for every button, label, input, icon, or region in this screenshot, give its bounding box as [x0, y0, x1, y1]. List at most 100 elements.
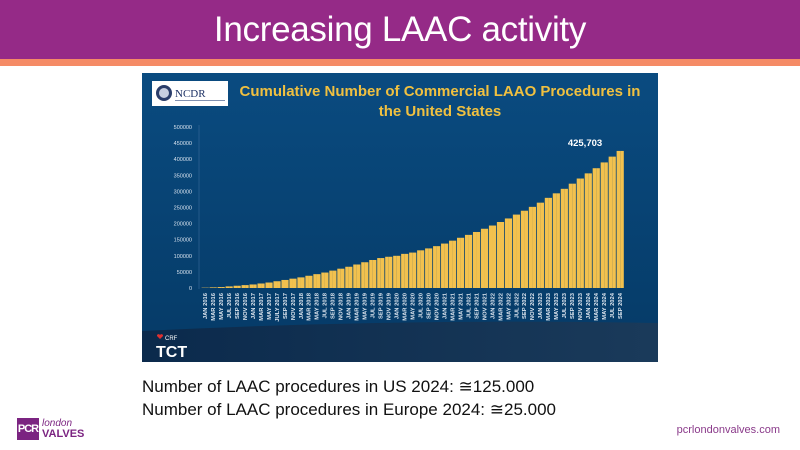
x-tick-label: NOV 2021: [482, 292, 488, 320]
heart-icon: [156, 334, 164, 339]
bar: [245, 285, 249, 288]
final-value-label: 425,703: [568, 138, 602, 149]
bar: [616, 150, 621, 288]
x-tick-label: NOV 2023: [578, 292, 584, 320]
bar: [269, 282, 273, 288]
bar: [568, 183, 573, 288]
slide-title: Increasing LAAC activity: [213, 9, 587, 49]
x-tick-label: MAY 2022: [506, 293, 512, 320]
bar: [488, 225, 493, 288]
x-tick-label: MAY 2016: [219, 292, 225, 320]
bar: [476, 231, 481, 288]
x-tick-label: JUL 2022: [514, 293, 520, 318]
x-tick-label: SEP 2019: [379, 292, 385, 319]
bar: [404, 253, 409, 288]
laao-chart: NCDR Cumulative Number of Commercial LAA…: [142, 73, 658, 362]
bar: [297, 277, 301, 288]
bar: [380, 258, 385, 288]
y-tick-label: 100000: [174, 254, 192, 260]
x-tick-label: NOV 2016: [243, 292, 249, 320]
bar: [324, 272, 329, 288]
pcr-london-valves-logo: PCR london VALVES: [17, 418, 85, 440]
x-tick-label: NOV 2017: [291, 293, 297, 320]
x-tick-label: MAY 2020: [411, 293, 417, 320]
bar: [528, 206, 533, 288]
bar: [588, 173, 592, 288]
x-tick-label: SEP 2022: [522, 293, 528, 319]
bar: [388, 256, 393, 288]
bar: [364, 262, 369, 288]
bar: [412, 252, 417, 288]
x-tick-label: JUL 2021: [466, 292, 472, 318]
x-tick-label: JAN 2024: [586, 292, 592, 319]
x-tick-label: MAR 2021: [450, 292, 456, 320]
y-tick-label: 50000: [177, 270, 192, 276]
x-tick-label: MAR 2020: [403, 293, 409, 321]
bar: [340, 268, 345, 288]
bar: [285, 279, 289, 288]
bar: [369, 259, 373, 288]
bar: [396, 255, 401, 288]
bar: [428, 248, 433, 288]
x-tick-label: MAY 2019: [363, 292, 369, 320]
bar: [604, 162, 608, 288]
header-stripe: [0, 59, 800, 66]
bar: [425, 248, 429, 288]
x-tick-label: SEP 2021: [474, 292, 480, 319]
bar: [576, 178, 581, 288]
bar: [241, 285, 246, 288]
bar: [313, 274, 317, 288]
bar: [348, 266, 353, 288]
bar: [217, 287, 222, 288]
ncdr-logo: NCDR: [152, 81, 228, 106]
bar: [225, 286, 230, 288]
bar: [584, 173, 589, 288]
bar: [332, 270, 337, 288]
y-tick-label: 500000: [174, 125, 192, 131]
bar: [441, 243, 445, 288]
bar: [237, 285, 241, 288]
x-tick-label: JAN 2020: [395, 293, 401, 319]
y-tick-label: 150000: [174, 238, 192, 244]
x-tick-label: MAR 2017: [259, 293, 265, 321]
x-tick-label: JAN 2017: [251, 293, 257, 319]
x-tick-label: NOV 2019: [387, 292, 393, 320]
slide-header: Increasing LAAC activity: [0, 0, 800, 59]
bar: [253, 284, 257, 288]
bar: [377, 258, 381, 288]
bar: [480, 228, 485, 288]
bar: [393, 255, 397, 288]
bar: [540, 202, 544, 288]
bar: [580, 178, 584, 288]
bar: [356, 264, 361, 288]
x-tick-label: SEP 2020: [426, 293, 432, 319]
bar: [444, 243, 449, 288]
bar: [289, 278, 293, 288]
x-tick-label: MAY 2023: [554, 292, 560, 320]
x-tick-label: SEP 2024: [618, 292, 624, 319]
bar: [544, 197, 549, 288]
y-tick-label: 0: [189, 286, 192, 292]
y-tick-label: 200000: [174, 222, 192, 228]
x-tick-label: JAN 2018: [299, 292, 305, 319]
bar: [409, 252, 413, 288]
bar: [556, 193, 560, 288]
chart-title-line-2: the United States: [379, 103, 502, 120]
bar: [456, 237, 461, 288]
bar: [233, 285, 238, 288]
x-tick-label: MAY 2017: [267, 293, 273, 320]
bar: [436, 246, 441, 288]
x-tick-label: NOV 2018: [339, 292, 345, 320]
x-tick-label: SEP 2017: [283, 293, 289, 319]
x-tick-label: JUL 2016: [227, 292, 233, 318]
x-tick-label: NOV 2022: [530, 293, 536, 320]
bar: [572, 183, 576, 288]
svg-text:NCDR: NCDR: [175, 88, 206, 100]
y-tick-label: 450000: [174, 141, 192, 147]
x-tick-label: MAY 2018: [315, 292, 321, 320]
tct-logo: CRF TCT: [156, 334, 187, 361]
bar: [265, 282, 270, 288]
x-tick-label: MAR 2016: [211, 292, 217, 320]
bar: [292, 278, 297, 288]
bar: [520, 210, 525, 288]
